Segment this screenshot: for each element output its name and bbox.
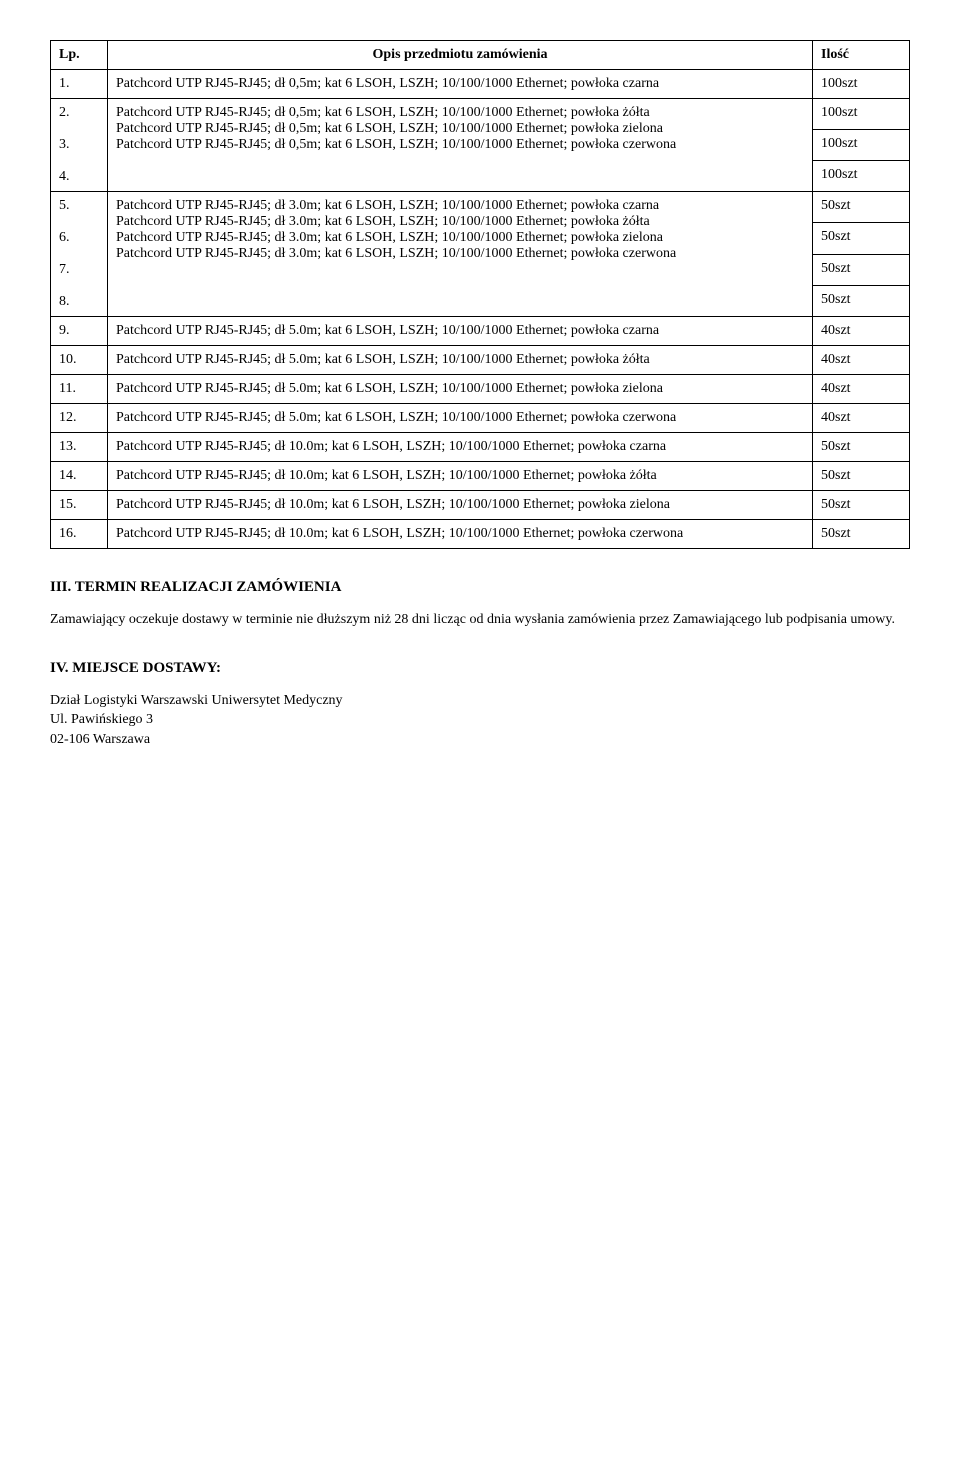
lp-cell: 16. <box>51 520 108 549</box>
desc-cell: Patchcord UTP RJ45-RJ45; dł 10.0m; kat 6… <box>108 462 813 491</box>
lp-cell: 13. <box>51 433 108 462</box>
desc-value: Patchcord UTP RJ45-RJ45; dł 3.0m; kat 6 … <box>116 214 804 230</box>
desc-value: Patchcord UTP RJ45-RJ45; dł 3.0m; kat 6 … <box>116 246 804 262</box>
section3-heading: III. TERMIN REALIZACJI ZAMÓWIENIA <box>50 579 910 596</box>
qty-cell: 100szt <box>813 70 910 99</box>
address-line2: Ul. Pawińskiego 3 <box>50 712 153 727</box>
order-table: Lp. Opis przedmiotu zamówienia Ilość 1. … <box>50 40 910 549</box>
qty-cell: 50szt <box>813 192 910 223</box>
table-row: 16. Patchcord UTP RJ45-RJ45; dł 10.0m; k… <box>51 520 910 549</box>
qty-cell: 50szt <box>813 223 910 254</box>
table-row: 5. 6. 7. 8. Patchcord UTP RJ45-RJ45; dł … <box>51 192 910 223</box>
lp-cell-group: 2. 3. 4. <box>51 99 108 192</box>
address-line3: 02-106 Warszawa <box>50 732 150 747</box>
desc-cell: Patchcord UTP RJ45-RJ45; dł 10.0m; kat 6… <box>108 433 813 462</box>
desc-cell: Patchcord UTP RJ45-RJ45; dł 5.0m; kat 6 … <box>108 404 813 433</box>
header-qty: Ilość <box>813 41 910 70</box>
lp-cell: 12. <box>51 404 108 433</box>
table-row: 1. Patchcord UTP RJ45-RJ45; dł 0,5m; kat… <box>51 70 910 99</box>
lp-value: 8. <box>59 294 99 310</box>
desc-value: Patchcord UTP RJ45-RJ45; dł 3.0m; kat 6 … <box>116 230 804 246</box>
lp-value: 4. <box>59 169 99 185</box>
qty-cell: 50szt <box>813 285 910 316</box>
section4-address: Dział Logistyki Warszawski Uniwersytet M… <box>50 691 910 750</box>
lp-value: 6. <box>59 230 99 246</box>
header-desc: Opis przedmiotu zamówienia <box>108 41 813 70</box>
lp-cell: 1. <box>51 70 108 99</box>
desc-cell: Patchcord UTP RJ45-RJ45; dł 5.0m; kat 6 … <box>108 317 813 346</box>
table-row: 11. Patchcord UTP RJ45-RJ45; dł 5.0m; ka… <box>51 375 910 404</box>
desc-value: Patchcord UTP RJ45-RJ45; dł 3.0m; kat 6 … <box>116 198 804 214</box>
table-row: 14. Patchcord UTP RJ45-RJ45; dł 10.0m; k… <box>51 462 910 491</box>
qty-cell: 40szt <box>813 404 910 433</box>
qty-cell: 40szt <box>813 346 910 375</box>
qty-cell: 50szt <box>813 254 910 285</box>
table-row: 10. Patchcord UTP RJ45-RJ45; dł 5.0m; ka… <box>51 346 910 375</box>
table-row: 9. Patchcord UTP RJ45-RJ45; dł 5.0m; kat… <box>51 317 910 346</box>
table-row: 2. 3. 4. Patchcord UTP RJ45-RJ45; dł 0,5… <box>51 99 910 130</box>
lp-cell: 9. <box>51 317 108 346</box>
qty-cell: 50szt <box>813 491 910 520</box>
lp-value: 1. <box>59 76 70 91</box>
qty-cell: 50szt <box>813 462 910 491</box>
desc-value: Patchcord UTP RJ45-RJ45; dł 0,5m; kat 6 … <box>116 105 804 121</box>
qty-cell: 40szt <box>813 317 910 346</box>
section4-heading: IV. MIEJSCE DOSTAWY: <box>50 660 910 677</box>
desc-cell: Patchcord UTP RJ45-RJ45; dł 10.0m; kat 6… <box>108 520 813 549</box>
lp-cell: 15. <box>51 491 108 520</box>
lp-cell: 10. <box>51 346 108 375</box>
desc-value: Patchcord UTP RJ45-RJ45; dł 0,5m; kat 6 … <box>116 121 804 137</box>
qty-cell: 100szt <box>813 99 910 130</box>
qty-cell: 100szt <box>813 130 910 161</box>
table-header-row: Lp. Opis przedmiotu zamówienia Ilość <box>51 41 910 70</box>
desc-cell-group: Patchcord UTP RJ45-RJ45; dł 3.0m; kat 6 … <box>108 192 813 317</box>
lp-cell: 14. <box>51 462 108 491</box>
lp-cell: 11. <box>51 375 108 404</box>
qty-cell: 50szt <box>813 520 910 549</box>
lp-value: 3. <box>59 137 99 153</box>
desc-value: Patchcord UTP RJ45-RJ45; dł 0,5m; kat 6 … <box>116 137 804 153</box>
desc-cell: Patchcord UTP RJ45-RJ45; dł 0,5m; kat 6 … <box>108 70 813 99</box>
lp-value: 7. <box>59 262 99 278</box>
desc-cell-group: Patchcord UTP RJ45-RJ45; dł 0,5m; kat 6 … <box>108 99 813 192</box>
qty-cell: 50szt <box>813 433 910 462</box>
table-row: 12. Patchcord UTP RJ45-RJ45; dł 5.0m; ka… <box>51 404 910 433</box>
qty-cell: 40szt <box>813 375 910 404</box>
table-row: 13. Patchcord UTP RJ45-RJ45; dł 10.0m; k… <box>51 433 910 462</box>
lp-value: 2. <box>59 105 99 121</box>
desc-cell: Patchcord UTP RJ45-RJ45; dł 10.0m; kat 6… <box>108 491 813 520</box>
qty-cell: 100szt <box>813 161 910 192</box>
desc-cell: Patchcord UTP RJ45-RJ45; dł 5.0m; kat 6 … <box>108 346 813 375</box>
lp-cell-group: 5. 6. 7. 8. <box>51 192 108 317</box>
desc-cell: Patchcord UTP RJ45-RJ45; dł 5.0m; kat 6 … <box>108 375 813 404</box>
header-lp: Lp. <box>51 41 108 70</box>
lp-value: 5. <box>59 198 99 214</box>
section3-text: Zamawiający oczekuje dostawy w terminie … <box>50 610 910 630</box>
table-row: 15. Patchcord UTP RJ45-RJ45; dł 10.0m; k… <box>51 491 910 520</box>
address-line1: Dział Logistyki Warszawski Uniwersytet M… <box>50 693 343 708</box>
